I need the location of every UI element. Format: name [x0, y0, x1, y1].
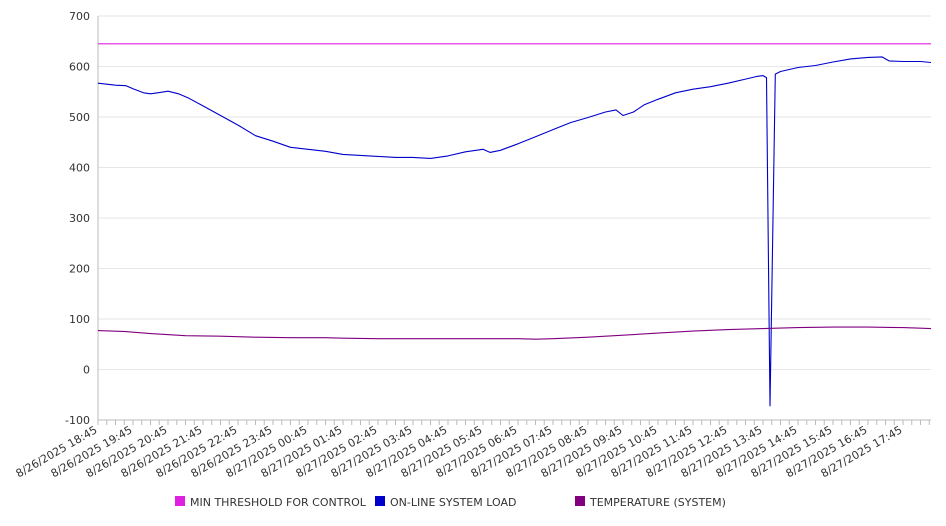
- y-tick-label: 300: [69, 212, 90, 225]
- y-tick-labels: -100 0 100 200 300 400 500 600 700: [65, 10, 90, 427]
- y-tick-label: 100: [69, 313, 90, 326]
- x-tick-labels: 8/26/2025 18:458/26/2025 19:458/26/2025 …: [14, 423, 905, 480]
- y-tick-label: 600: [69, 61, 90, 74]
- legend-label: TEMPERATURE (SYSTEM): [589, 496, 726, 509]
- legend-swatch: [375, 496, 385, 506]
- series-line-3: [97, 326, 932, 340]
- grid-lines: [98, 15, 931, 421]
- legend-swatch: [175, 496, 185, 506]
- y-tick-label: 400: [69, 162, 90, 175]
- y-tick-label: -100: [65, 414, 90, 427]
- legend-label: ON-LINE SYSTEM LOAD: [390, 496, 516, 509]
- y-tick-label: 700: [69, 10, 90, 23]
- y-tick-label: 500: [69, 111, 90, 124]
- series-lines: [97, 43, 932, 407]
- legend-label: MIN THRESHOLD FOR CONTROL: [190, 496, 367, 509]
- y-tick-label: 200: [69, 263, 90, 276]
- legend-swatch: [575, 496, 585, 506]
- series-line-2: [97, 56, 932, 407]
- axes: [97, 16, 931, 425]
- y-tick-label: 0: [83, 364, 90, 377]
- legend: MIN THRESHOLD FOR CONTROL ON-LINE SYSTEM …: [175, 496, 726, 509]
